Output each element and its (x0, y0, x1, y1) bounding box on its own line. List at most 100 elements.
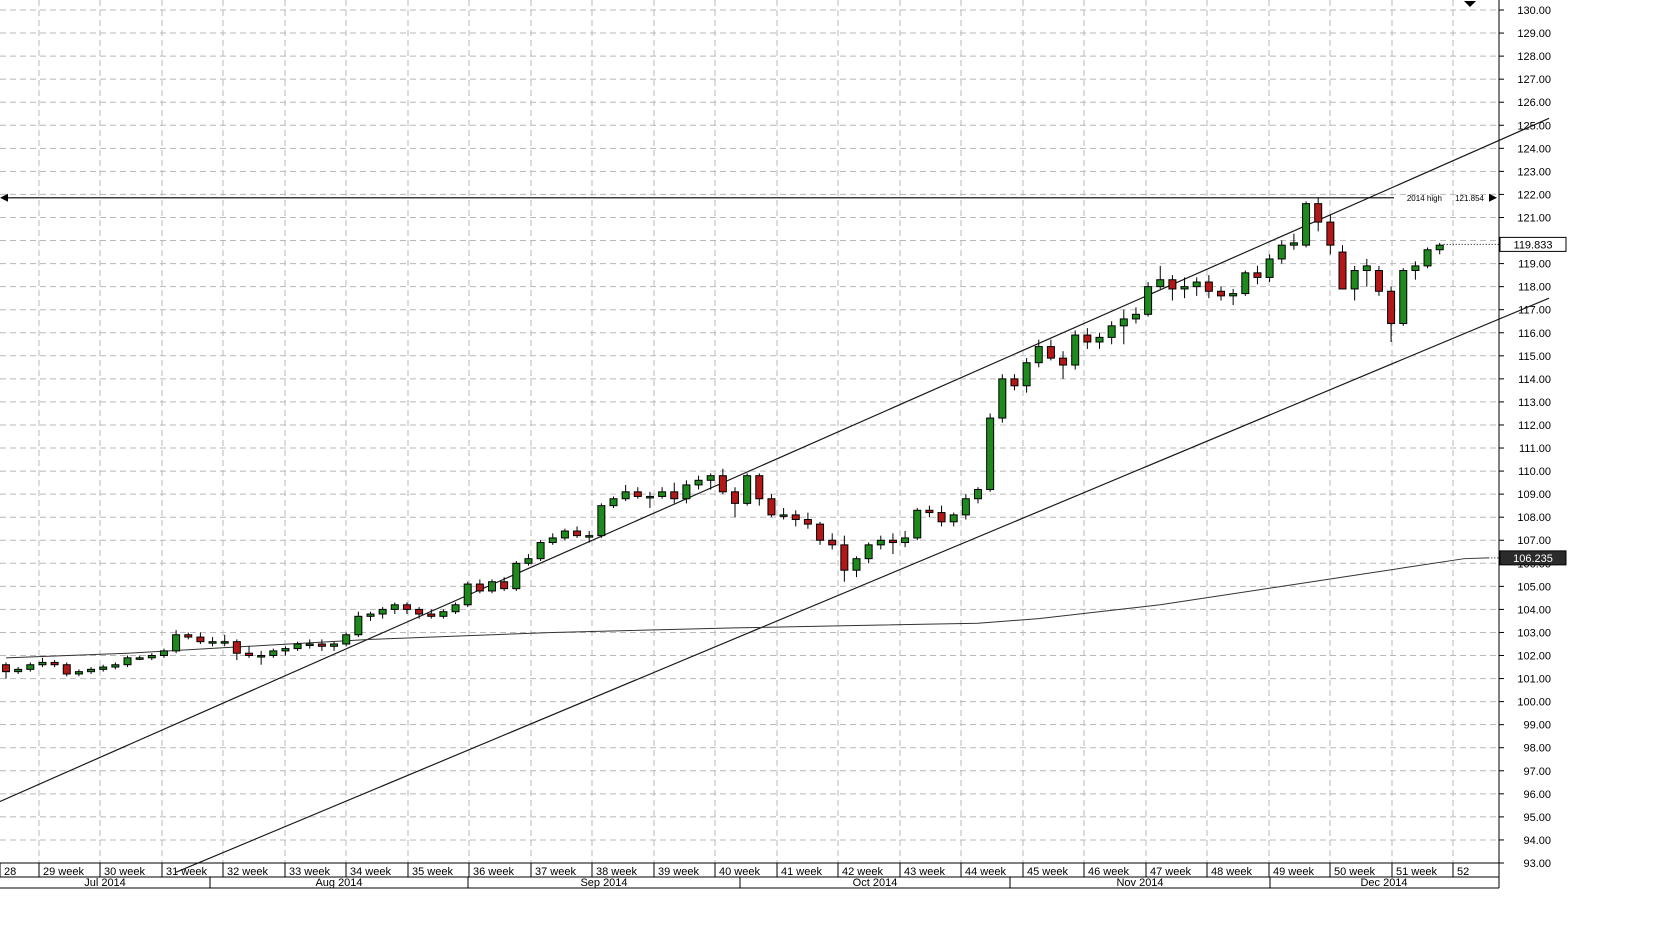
candle-body-down (816, 523, 825, 541)
candle-body-up (524, 558, 533, 564)
candle-body-down (718, 475, 727, 493)
candle-body-up (463, 583, 472, 606)
candle-body-down (1217, 290, 1225, 297)
week-label: 32 week (227, 866, 268, 878)
y-tick-label: 124.00 (1517, 143, 1551, 155)
candle-body-up (1362, 265, 1371, 272)
candle-body-up (257, 655, 266, 658)
candle-body-up (1071, 334, 1080, 366)
y-tick-label: 104.00 (1517, 604, 1551, 616)
week-label: 44 week (965, 866, 1006, 878)
y-tick-label: 117.00 (1518, 305, 1551, 317)
candle-body-up (1144, 286, 1153, 315)
y-tick-label: 116.00 (1518, 328, 1551, 340)
candle-body-up (305, 643, 314, 646)
candle-body-up (74, 671, 83, 675)
candle-body-up (682, 484, 691, 500)
candle-body-up (1399, 270, 1408, 325)
candle-body-down (1059, 357, 1068, 366)
candle-body-up (293, 643, 302, 650)
y-tick-label: 98.00 (1523, 743, 1551, 755)
y-tick-label: 129.00 (1517, 28, 1551, 40)
candle-body-up (743, 475, 752, 504)
candle-body-up (1229, 293, 1238, 297)
candle-body-up (609, 498, 618, 507)
candle-body-down (50, 661, 59, 666)
y-tick-label: 121.00 (1517, 212, 1551, 224)
candle-body-up (706, 475, 715, 481)
y-tick-label: 115.00 (1518, 351, 1551, 363)
candle-body-down (500, 581, 509, 590)
candle-body-up (208, 641, 217, 644)
candle-body-up (1435, 244, 1444, 251)
candle-body-up (998, 378, 1007, 419)
candle-body-down (803, 518, 812, 525)
candle-body-up (1131, 313, 1140, 320)
candle-body-up (366, 613, 375, 617)
candle-body-down (62, 664, 71, 675)
high-annotation-label: 2014 high (1407, 194, 1442, 203)
week-label: 31 week (166, 866, 207, 878)
week-label: 39 week (658, 866, 699, 878)
candle-body-down (1046, 346, 1055, 359)
week-label: 40 week (719, 866, 760, 878)
ma-value-label: 106.235 (1513, 553, 1553, 565)
week-label: 49 week (1273, 866, 1314, 878)
chevron-down-icon (1464, 1, 1476, 7)
candle-body-down (184, 634, 193, 638)
week-label: 41 week (781, 866, 822, 878)
candle-body-down (1010, 378, 1019, 387)
y-tick-label: 97.00 (1523, 766, 1551, 778)
candle-body-down (755, 475, 764, 500)
y-tick-label: 99.00 (1523, 720, 1551, 732)
month-label: Sep 2014 (580, 877, 627, 889)
candle-body-up (378, 608, 387, 615)
y-tick-label: 96.00 (1523, 789, 1551, 801)
moving-average-line (5, 557, 1489, 659)
candle-body-up (99, 666, 108, 670)
candle-body-down (573, 530, 582, 537)
candle-body-up (220, 641, 229, 644)
y-tick-label: 93.00 (1523, 858, 1551, 870)
candle-body-down (633, 491, 642, 497)
y-tick-label: 114.00 (1518, 374, 1551, 386)
candle-body-up (658, 491, 667, 497)
candle-body-up (585, 535, 594, 538)
candle-body-up (1241, 272, 1250, 295)
candle-body-up (488, 581, 496, 592)
candle-body-up (1180, 286, 1189, 290)
candle-body-up (974, 489, 982, 500)
candle-body-down (245, 652, 253, 657)
candle-body-up (1411, 265, 1420, 272)
week-label: 36 week (473, 866, 514, 878)
candle-body-up (1156, 279, 1165, 288)
y-tick-label: 118.00 (1518, 282, 1551, 294)
candle-body-up (779, 514, 788, 517)
candle-body-up (147, 655, 156, 659)
y-tick-label: 100.00 (1517, 697, 1551, 709)
candle-body-up (512, 562, 521, 590)
candle-body-up (1107, 325, 1116, 338)
candle-body-up (1034, 346, 1043, 364)
week-label: 38 week (596, 866, 637, 878)
axes: 2014 high 121.854 93.00 94.00 95.00 96.00 97… (0, 0, 1567, 889)
moving-average (5, 557, 1489, 659)
candle-body-up (159, 650, 168, 657)
candle-body-down (1204, 281, 1213, 292)
candle-body-down (475, 583, 484, 592)
candle-body-up (451, 604, 460, 613)
week-label: 48 week (1211, 866, 1252, 878)
candle-body-up (986, 417, 995, 491)
y-tick-label: 122.00 (1517, 189, 1551, 201)
candle-body-down (196, 636, 205, 643)
week-label: 43 week (904, 866, 945, 878)
high-arrow-right (1489, 193, 1497, 202)
candle-body-down (791, 514, 800, 520)
week-label: 37 week (535, 866, 576, 878)
y-tick-label: 108.00 (1517, 512, 1551, 524)
channel-line (175, 297, 1550, 873)
candle-body-up (390, 604, 399, 610)
candle-body-up (949, 514, 958, 523)
candle-body-up (172, 634, 181, 652)
candle-body-down (925, 509, 934, 514)
